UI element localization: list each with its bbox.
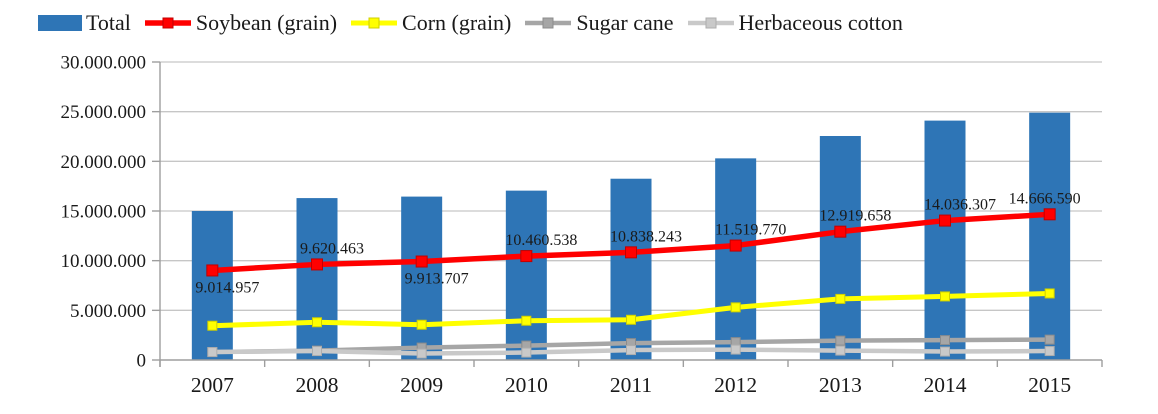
marker-2008 <box>312 346 322 357</box>
marker-2015 <box>1043 208 1056 221</box>
legend-label-total: Total <box>86 10 131 35</box>
marker-2013 <box>835 335 846 346</box>
legend-item-total: Total <box>38 7 131 39</box>
marker-2009 <box>415 255 428 268</box>
bar-2012 <box>715 158 757 360</box>
y-axis-label: 0 <box>137 351 147 372</box>
bar-2010 <box>505 190 547 360</box>
marker-2008 <box>312 317 322 328</box>
data-label-2009: 9.913.707 <box>405 271 469 288</box>
marker-2008 <box>311 258 323 271</box>
marker-2013 <box>835 293 846 304</box>
marker-2007 <box>207 347 218 358</box>
bar-2008 <box>296 198 338 360</box>
marker-2013 <box>834 225 847 238</box>
marker-2014 <box>940 291 950 302</box>
marker-2011 <box>626 345 636 356</box>
bar-2014 <box>924 120 966 361</box>
x-axis-label-2015: 2015 <box>1028 373 1071 397</box>
bar-2009 <box>401 196 443 360</box>
legend-item-soybean: Soybean (grain) <box>144 7 337 39</box>
marker-2011 <box>625 246 637 259</box>
marker-2015 <box>1044 346 1055 357</box>
data-label-2014: 14.036.307 <box>924 197 996 214</box>
bar-2011 <box>610 178 652 360</box>
marker-2010 <box>521 347 532 358</box>
y-axis-label: 5.000.000 <box>70 301 146 322</box>
marker-2012 <box>730 344 741 355</box>
legend-label-corn: Corn (grain) <box>402 10 512 35</box>
x-axis-label-2013: 2013 <box>819 373 862 397</box>
legend-item-herbaceous-cotton: Herbaceous cotton <box>687 7 903 39</box>
legend-swatch-sugar-cane-line <box>525 17 572 29</box>
data-label-2011: 10.838.243 <box>610 228 682 245</box>
marker-2014 <box>940 335 950 346</box>
marker-2015 <box>1044 334 1055 345</box>
x-axis-label-2008: 2008 <box>296 373 339 397</box>
y-axis-label: 15.000.000 <box>61 202 147 223</box>
data-label-2007: 9.014.957 <box>195 279 259 296</box>
legend-swatch-herbaceous-cotton-line <box>687 17 734 29</box>
marker-2009 <box>416 319 427 330</box>
x-axis-label-2007: 2007 <box>191 373 234 397</box>
legend-swatch-soybean-line <box>144 17 191 29</box>
marker-2009 <box>416 348 427 359</box>
y-axis-label: 30.000.000 <box>61 53 147 74</box>
x-axis-label-2014: 2014 <box>924 373 967 397</box>
legend-label-sugar-cane: Sugar cane <box>576 10 674 35</box>
bar-2007 <box>191 211 233 360</box>
data-label-2010: 10.460.538 <box>505 232 577 249</box>
legend-item-corn: Corn (grain) <box>350 7 511 39</box>
marker-2007 <box>206 264 219 277</box>
legend-label-soybean: Soybean (grain) <box>195 10 338 35</box>
data-label-2015: 14.666.590 <box>1009 190 1081 207</box>
legend-item-sugar-cane: Sugar cane <box>524 7 674 39</box>
x-axis-label-2011: 2011 <box>610 373 652 397</box>
legend-swatch-total-bar <box>38 15 82 31</box>
bar-2015 <box>1029 112 1071 360</box>
marker-2014 <box>939 214 951 227</box>
marker-2013 <box>835 345 846 356</box>
y-axis-label: 10.000.000 <box>61 251 147 272</box>
marker-2012 <box>729 239 742 252</box>
marker-2015 <box>1044 288 1055 299</box>
x-axis-label-2009: 2009 <box>400 373 443 397</box>
marker-2007 <box>207 320 218 331</box>
bar-2013 <box>819 136 861 360</box>
data-label-2012: 11.519.770 <box>715 222 786 239</box>
marker-2011 <box>626 314 636 325</box>
data-label-2013: 12.919.658 <box>819 208 891 225</box>
legend-swatch-corn-line <box>351 17 398 29</box>
marker-2012 <box>730 302 741 313</box>
x-axis-label-2010: 2010 <box>505 373 548 397</box>
y-axis-label: 25.000.000 <box>61 102 147 123</box>
data-label-2008: 9.620.463 <box>300 240 364 257</box>
legend-label-herbaceous-cotton: Herbaceous cotton <box>738 10 903 35</box>
y-axis-label: 20.000.000 <box>61 152 147 173</box>
chart-legend: Total Soybean (grain) Corn (grain) Sugar… <box>38 7 903 39</box>
x-axis-label-2012: 2012 <box>714 373 757 397</box>
marker-2010 <box>521 315 532 326</box>
marker-2014 <box>940 346 950 357</box>
marker-2010 <box>520 250 533 263</box>
